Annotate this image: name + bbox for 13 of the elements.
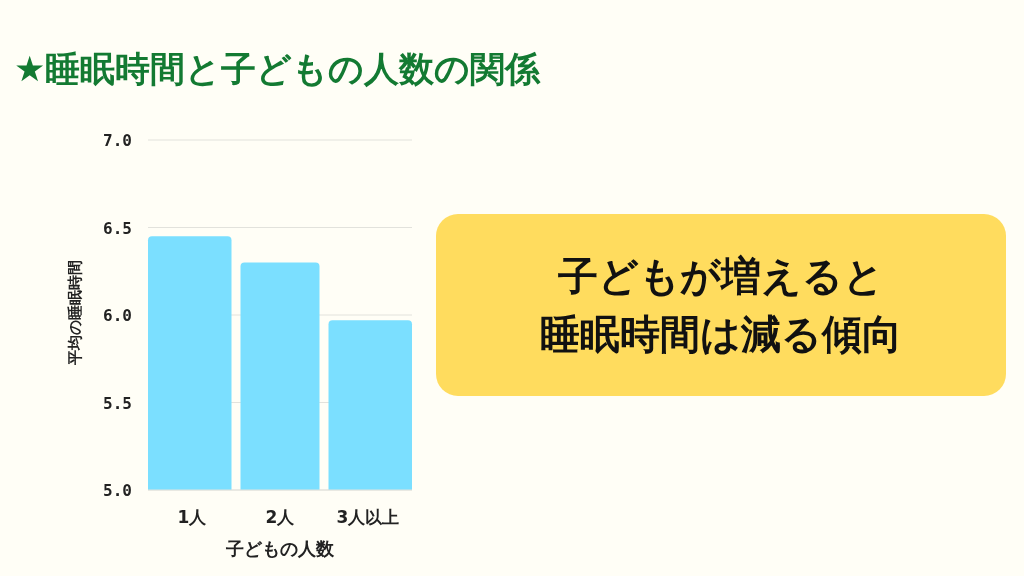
- x-tick-label: 2人: [265, 507, 296, 527]
- y-axis-title: 平均の睡眠時間: [66, 259, 84, 366]
- text: 子どもが増えると: [558, 252, 884, 301]
- y-tick-label: 7.0: [103, 131, 132, 150]
- x-tick-label: 3人以上: [336, 507, 400, 527]
- text: 睡眠時間は減る傾向: [540, 310, 902, 359]
- y-tick-label: 6.0: [103, 306, 132, 325]
- x-axis-title: 子どもの人数: [225, 538, 335, 559]
- y-tick-label: 5.0: [103, 481, 132, 500]
- x-tick-label: 1人: [177, 507, 208, 527]
- chart-title: ★睡眠時間と子どもの人数の関係: [14, 48, 541, 91]
- y-tick-label: 6.5: [103, 218, 132, 238]
- y-tick-label: 5.5: [103, 393, 132, 413]
